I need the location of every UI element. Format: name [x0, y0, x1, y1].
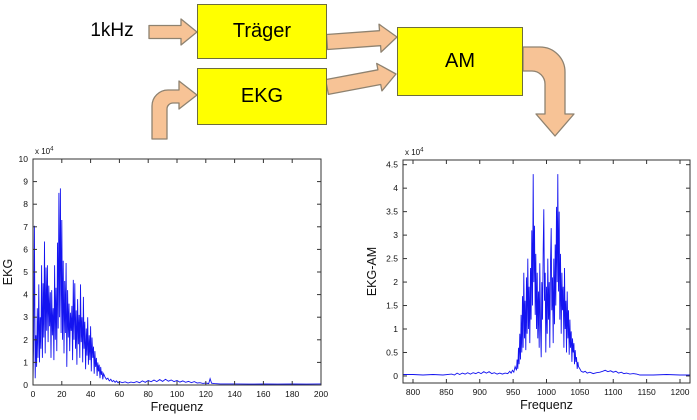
y-tick-label: 0.5: [386, 347, 398, 357]
x-tick-label: 120: [199, 389, 213, 399]
y-tick-label: 9: [23, 177, 28, 187]
y-tick-label: 4.5: [386, 160, 398, 170]
ekg-spectrum-chart: 0 20 40 60 80 100 120 140 160 180 200 0 1 2 3 4 5 6 7 8 9 10 F…: [0, 140, 348, 420]
y-tick-label: 1.5: [386, 301, 398, 311]
y-tick-label: 6: [23, 244, 28, 254]
x-tick-label: 100: [170, 389, 184, 399]
x-tick-label: 20: [57, 389, 67, 399]
block-traeger-label: Träger: [232, 20, 292, 42]
x-tick-label: 800: [406, 387, 420, 397]
x-tick-label: 80: [143, 389, 153, 399]
y-axis-label: EKG: [1, 259, 15, 285]
y-tick-label: 2: [23, 335, 28, 345]
x-tick-label: 40: [86, 389, 96, 399]
y-tick-label: 7: [23, 222, 28, 232]
traeger-to-am-arrow: [325, 23, 398, 53]
y-tick-label: 2: [393, 277, 398, 287]
x-tick-label: 1000: [537, 387, 556, 397]
x-axis-label: Frequenz: [151, 400, 204, 414]
x-tick-label: 0: [31, 389, 36, 399]
block-traeger: Träger: [197, 4, 327, 59]
input-frequency-label: 1kHz: [90, 20, 134, 41]
spectrum-trace: [32, 188, 322, 385]
x-tick-label: 1200: [671, 387, 690, 397]
y-tick-label: 3: [393, 230, 398, 240]
y-tick-label: 0: [23, 380, 28, 390]
y-tick-label: 2.5: [386, 254, 398, 264]
x-axis-label: Frequenz: [520, 398, 573, 412]
spectrum-trace: [403, 174, 690, 376]
flow-diagram-arrows: [148, 18, 575, 140]
y-tick-label: 10: [19, 154, 29, 164]
carrier-input-arrow: [148, 18, 198, 46]
block-ekg-label: EKG: [240, 85, 284, 107]
y-tick-label: 1: [393, 324, 398, 334]
ekg-input-curved-arrow: [151, 80, 198, 140]
y-tick-label: 3.5: [386, 207, 398, 217]
y-axis-label: EKG-AM: [365, 247, 379, 296]
axis-exponent-label: x 104: [405, 148, 424, 158]
x-tick-label: 60: [115, 389, 125, 399]
axis-frame: [402, 159, 691, 384]
y-tick-label: 0: [393, 371, 398, 381]
block-am: AM: [397, 27, 523, 96]
axis-exponent-label: x 104: [35, 147, 54, 157]
block-ekg: EKG: [197, 68, 327, 125]
am-output-curved-arrow: [522, 46, 575, 137]
x-tick-label: 160: [256, 389, 270, 399]
y-tick-label: 4: [23, 290, 28, 300]
x-tick-label: 1050: [570, 387, 589, 397]
block-am-label: AM: [445, 50, 475, 72]
x-tick-label: 850: [439, 387, 453, 397]
ekg-to-am-arrow: [324, 62, 397, 96]
axis-frame: [32, 158, 322, 386]
y-tick-label: 1: [23, 357, 28, 367]
y-tick-label: 4: [393, 183, 398, 193]
x-tick-label: 180: [285, 389, 299, 399]
x-tick-label: 200: [314, 389, 328, 399]
x-tick-label: 900: [473, 387, 487, 397]
x-tick-label: 950: [506, 387, 520, 397]
y-tick-label: 5: [23, 267, 28, 277]
y-tick-label: 3: [23, 312, 28, 322]
x-tick-label: 1150: [637, 387, 656, 397]
x-tick-label: 140: [228, 389, 242, 399]
ekg-am-spectrum-chart: 800 850 900 950 1000 1050 1100 1150 1200 0 0.5 1 1.5…: [355, 140, 697, 420]
x-tick-label: 1100: [604, 387, 623, 397]
y-tick-label: 8: [23, 199, 28, 209]
